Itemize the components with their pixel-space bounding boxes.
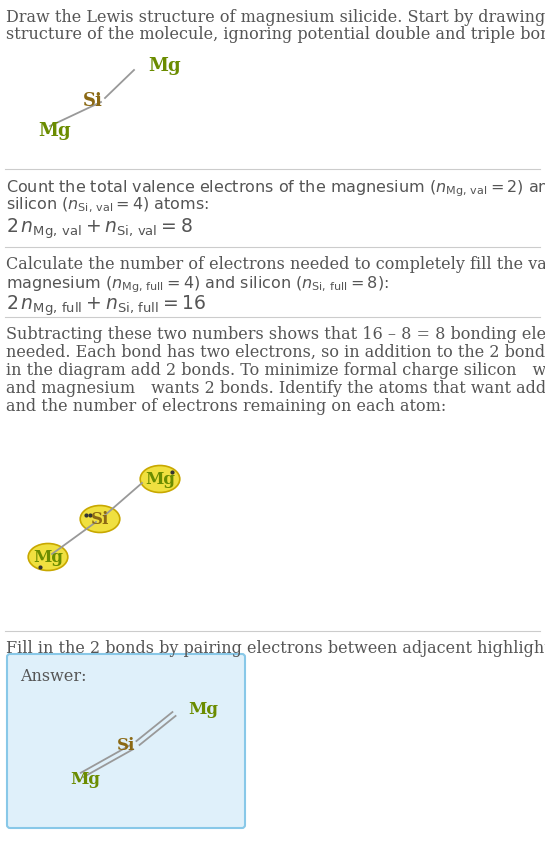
Text: Draw the Lewis structure of magnesium silicide. Start by drawing the overall: Draw the Lewis structure of magnesium si… [6,9,545,26]
Text: Calculate the number of electrons needed to completely fill the valence shells f: Calculate the number of electrons needed… [6,256,545,273]
Text: Si: Si [91,511,109,528]
FancyBboxPatch shape [7,654,245,828]
Text: and magnesium wants 2 bonds. Identify the atoms that want additional bonds: and magnesium wants 2 bonds. Identify th… [6,380,545,397]
Text: Subtracting these two numbers shows that 16 – 8 = 8 bonding electrons are: Subtracting these two numbers shows that… [6,326,545,343]
Text: Mg: Mg [148,57,180,75]
Text: structure of the molecule, ignoring potential double and triple bonds:: structure of the molecule, ignoring pote… [6,26,545,43]
Ellipse shape [140,466,180,493]
Text: Si: Si [117,737,135,753]
Text: $2\,n_\mathrm{Mg,\,full} + n_\mathrm{Si,\,full} = 16$: $2\,n_\mathrm{Mg,\,full} + n_\mathrm{Si,… [6,293,207,318]
Text: Si: Si [83,92,103,110]
Text: silicon ($n_\mathrm{Si,\,val} = 4$) atoms:: silicon ($n_\mathrm{Si,\,val} = 4$) atom… [6,196,209,215]
Text: needed. Each bond has two electrons, so in addition to the 2 bonds already prese: needed. Each bond has two electrons, so … [6,344,545,361]
Ellipse shape [80,506,120,533]
Text: Mg: Mg [38,122,71,140]
Text: Mg: Mg [33,548,63,566]
Text: in the diagram add 2 bonds. To minimize formal charge silicon wants 4 bonds: in the diagram add 2 bonds. To minimize … [6,362,545,379]
Text: and the number of electrons remaining on each atom:: and the number of electrons remaining on… [6,397,446,415]
Text: Count the total valence electrons of the magnesium ($n_\mathrm{Mg,\,val} = 2$) a: Count the total valence electrons of the… [6,177,545,199]
Text: $2\,n_\mathrm{Mg,\,val} + n_\mathrm{Si,\,val} = 8$: $2\,n_\mathrm{Mg,\,val} + n_\mathrm{Si,\… [6,216,193,241]
Text: Mg: Mg [145,471,175,488]
Text: magnesium ($n_\mathrm{Mg,\,full} = 4$) and silicon ($n_\mathrm{Si,\,full} = 8$):: magnesium ($n_\mathrm{Mg,\,full} = 4$) a… [6,274,389,294]
Text: Answer:: Answer: [20,667,87,684]
Text: Mg: Mg [70,770,100,787]
Ellipse shape [28,544,68,571]
Text: Fill in the 2 bonds by pairing electrons between adjacent highlighted atoms:: Fill in the 2 bonds by pairing electrons… [6,639,545,656]
Text: Mg: Mg [188,700,218,717]
